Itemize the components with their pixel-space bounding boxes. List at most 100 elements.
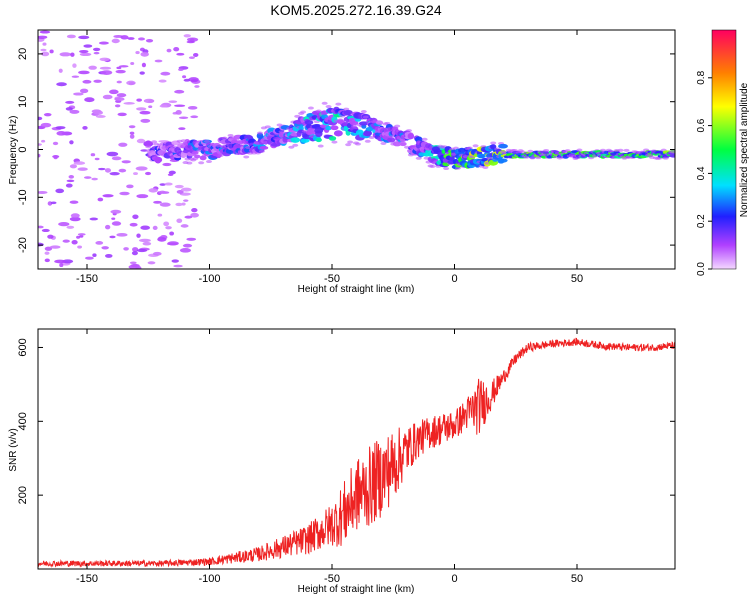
heatmap-cell bbox=[119, 191, 130, 196]
heatmap-cell bbox=[198, 161, 205, 165]
heatmap-cell bbox=[264, 125, 271, 129]
heatmap-cell bbox=[351, 124, 358, 128]
heatmap-cell bbox=[77, 245, 83, 249]
heatmap-cell bbox=[38, 143, 42, 146]
colorbar-tick-label: 0.0 bbox=[696, 262, 707, 276]
heatmap-cell bbox=[429, 164, 436, 168]
heatmap-cell bbox=[349, 120, 359, 126]
colorbar-ticks: 0.0 0.2 0.4 0.6 0.8 bbox=[696, 70, 712, 276]
heatmap-cell bbox=[58, 221, 70, 227]
x-tick-label: -100 bbox=[198, 573, 220, 585]
heatmap-cell bbox=[105, 253, 113, 258]
heatmap-cell bbox=[40, 48, 47, 52]
heatmap-cell bbox=[176, 218, 183, 224]
heatmap-cell bbox=[186, 237, 197, 241]
heatmap-cell bbox=[292, 143, 299, 147]
heatmap-cell bbox=[288, 145, 295, 149]
heatmap-cell bbox=[167, 241, 179, 246]
heatmap-cell bbox=[176, 189, 184, 194]
heatmap-cell bbox=[82, 79, 92, 84]
heatmap-cell bbox=[421, 137, 428, 141]
heatmap-cell bbox=[183, 78, 191, 82]
heatmap-cell bbox=[180, 224, 189, 228]
heatmap-cell bbox=[136, 138, 146, 144]
heatmap-cell bbox=[105, 224, 111, 230]
heatmap-cell bbox=[69, 109, 80, 114]
heatmap-cell bbox=[176, 52, 185, 56]
heatmap-cell bbox=[175, 202, 183, 207]
heatmap-cell bbox=[466, 146, 473, 150]
heatmap-cell bbox=[478, 154, 485, 159]
heatmap-cell bbox=[160, 71, 171, 76]
heatmap-cell bbox=[360, 110, 367, 114]
heatmap-cell bbox=[158, 190, 166, 194]
heatmap-cell bbox=[84, 176, 92, 179]
heatmap-cell bbox=[151, 140, 158, 144]
heatmap-cell bbox=[364, 139, 371, 143]
heatmap-cell bbox=[204, 139, 211, 143]
heatmap-cell bbox=[135, 51, 140, 55]
heatmap-cell bbox=[110, 209, 122, 214]
heatmap-cell bbox=[174, 184, 184, 189]
heatmap-cell bbox=[407, 132, 415, 140]
heatmap-cell bbox=[164, 182, 173, 186]
chart-title: KOM5.2025.272.16.39.G24 bbox=[270, 2, 441, 18]
heatmap-cells bbox=[38, 30, 675, 269]
heatmap-cell bbox=[300, 110, 307, 114]
heatmap-cell bbox=[184, 215, 193, 219]
heatmap-cell bbox=[55, 126, 66, 130]
x-tick-label: 0 bbox=[451, 573, 457, 585]
heatmap-cell bbox=[120, 35, 129, 40]
heatmap-cell bbox=[101, 246, 109, 250]
heatmap-cell bbox=[116, 66, 122, 70]
heatmap-cell bbox=[387, 137, 396, 143]
heatmap-cell bbox=[154, 59, 163, 63]
heatmap-cell bbox=[38, 225, 44, 229]
heatmap-cell bbox=[77, 233, 86, 236]
heatmap-cell bbox=[118, 168, 127, 173]
heatmap-cell bbox=[43, 112, 52, 117]
heatmap-cell bbox=[145, 145, 152, 149]
heatmap-cell bbox=[183, 199, 189, 202]
heatmap-cell bbox=[180, 187, 192, 192]
heatmap-cell bbox=[102, 94, 113, 100]
heatmap-cell bbox=[259, 145, 269, 150]
heatmap-cell bbox=[153, 156, 163, 163]
heatmap-cell bbox=[328, 136, 337, 141]
heatmap-cell bbox=[69, 216, 81, 222]
y-tick-label: 20 bbox=[17, 48, 29, 60]
heatmap-cell bbox=[59, 263, 64, 268]
heatmap-cell bbox=[111, 156, 122, 161]
heatmap-cell bbox=[71, 240, 78, 245]
heatmap-cell bbox=[83, 44, 93, 48]
heatmap-cell bbox=[400, 142, 407, 146]
heatmap-cell bbox=[52, 141, 59, 146]
heatmap-cell bbox=[191, 150, 199, 155]
heatmap-cell bbox=[47, 234, 54, 239]
heatmap-cell bbox=[166, 48, 172, 53]
heatmap-cell bbox=[106, 151, 119, 157]
heatmap-cell bbox=[345, 143, 352, 147]
heatmap-cell bbox=[178, 116, 189, 120]
y-tick-label: -20 bbox=[17, 237, 29, 253]
heatmap-cell bbox=[143, 140, 154, 147]
heatmap-cell bbox=[143, 98, 155, 104]
heatmap-cell bbox=[243, 155, 250, 159]
heatmap-cell bbox=[178, 127, 186, 131]
heatmap-cell bbox=[304, 120, 314, 125]
heatmap-cell bbox=[99, 66, 112, 70]
heatmap-cell bbox=[307, 106, 314, 110]
heatmap-cell bbox=[123, 247, 129, 251]
heatmap-cell bbox=[91, 177, 98, 181]
heatmap-cell bbox=[140, 51, 149, 57]
heatmap-cell bbox=[115, 69, 126, 74]
heatmap-cell bbox=[82, 125, 88, 130]
y-tick-label: -10 bbox=[17, 189, 29, 205]
heatmap-cell bbox=[173, 264, 183, 268]
heatmap-cell bbox=[152, 251, 162, 256]
x-tick-label: -150 bbox=[76, 573, 98, 585]
heatmap-cell bbox=[69, 200, 79, 204]
heatmap-cell bbox=[415, 156, 422, 160]
heatmap-cell bbox=[173, 47, 180, 52]
